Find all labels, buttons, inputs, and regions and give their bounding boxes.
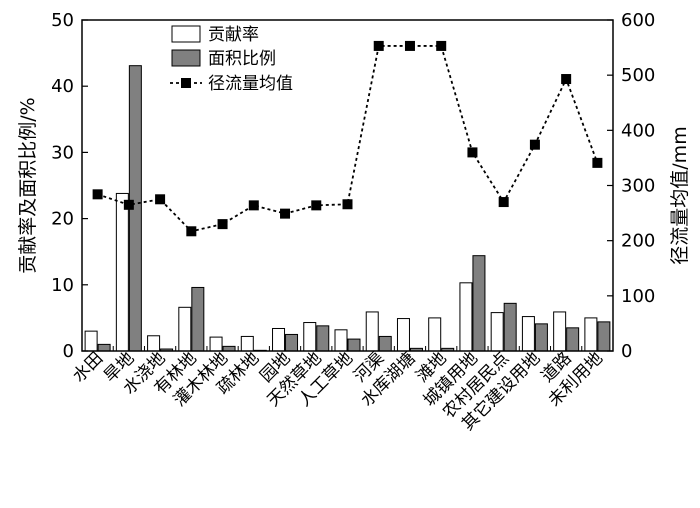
bar-contribution [334, 329, 348, 352]
right-axis-tick-label: 100 [621, 286, 655, 307]
bar-area-ratio [285, 333, 299, 352]
left-axis-tick-label: 0 [63, 341, 74, 362]
legend-label-contribution: 贡献率 [208, 25, 259, 45]
bar-contribution [428, 317, 442, 352]
right-axis-tick-label: 200 [621, 231, 655, 252]
right-axis-tick-label: 0 [621, 341, 632, 362]
bar-area-ratio [597, 321, 611, 352]
bar-contribution [490, 312, 504, 352]
line-marker [342, 199, 353, 210]
right-axis-title: 径流量均值/mm [669, 126, 691, 264]
bar-area-ratio [566, 327, 580, 352]
x-category-label: 水田 [69, 348, 107, 386]
bar-contribution [553, 311, 567, 352]
legend-label-area-ratio: 面积比例 [208, 49, 276, 69]
line-marker [280, 208, 291, 219]
left-axis-tick-label: 50 [51, 10, 74, 31]
left-axis-tick-label: 30 [51, 142, 74, 163]
right-axis-tick-label: 300 [621, 176, 655, 197]
bar-contribution [521, 316, 535, 352]
bar-contribution [584, 317, 598, 352]
left-axis-tick-label: 10 [51, 275, 74, 296]
legend-swatch-contribution [171, 25, 201, 43]
bar-area-ratio [97, 343, 111, 352]
right-axis-tick-label: 500 [621, 65, 655, 86]
bar-contribution [272, 327, 286, 352]
bar-area-ratio [191, 286, 205, 352]
line-marker [155, 194, 166, 205]
line-marker [561, 74, 572, 85]
bar-contribution [459, 282, 473, 352]
line-marker [217, 219, 228, 230]
legend-marker-mean-runoff [181, 78, 191, 88]
bar-area-ratio [347, 338, 361, 352]
bar-contribution [365, 311, 379, 352]
line-marker [311, 200, 322, 211]
bar-contribution [240, 335, 254, 352]
line-marker [498, 197, 509, 208]
line-marker [404, 40, 415, 51]
bar-contribution [84, 330, 98, 352]
line-marker [436, 40, 447, 51]
line-marker [123, 199, 134, 210]
line-marker [92, 189, 103, 200]
line-marker [467, 147, 478, 158]
bar-area-ratio [472, 255, 486, 352]
left-axis-title: 贡献率及面积比例/% [17, 97, 39, 273]
line-marker [592, 157, 603, 168]
bar-area-ratio [534, 323, 548, 352]
line-marker [186, 226, 197, 237]
right-axis-tick-label: 600 [621, 10, 655, 31]
line-marker [529, 139, 540, 150]
legend-swatch-area-ratio [171, 49, 201, 67]
legend-label-mean-runoff: 径流量均值 [208, 74, 293, 94]
bar-area-ratio [503, 302, 517, 352]
bar-contribution [396, 318, 410, 352]
bar-area-ratio [316, 325, 330, 352]
bar-contribution [147, 335, 161, 352]
plot-frame [81, 19, 614, 352]
line-marker [248, 200, 259, 211]
bar-contribution [178, 306, 192, 352]
left-axis-tick-label: 40 [51, 76, 74, 97]
line-marker [373, 40, 384, 51]
bar-area-ratio [378, 335, 392, 352]
bar-contribution [303, 322, 317, 352]
bar-contribution [115, 192, 129, 352]
right-axis-tick-label: 400 [621, 120, 655, 141]
left-axis-tick-label: 20 [51, 209, 74, 230]
